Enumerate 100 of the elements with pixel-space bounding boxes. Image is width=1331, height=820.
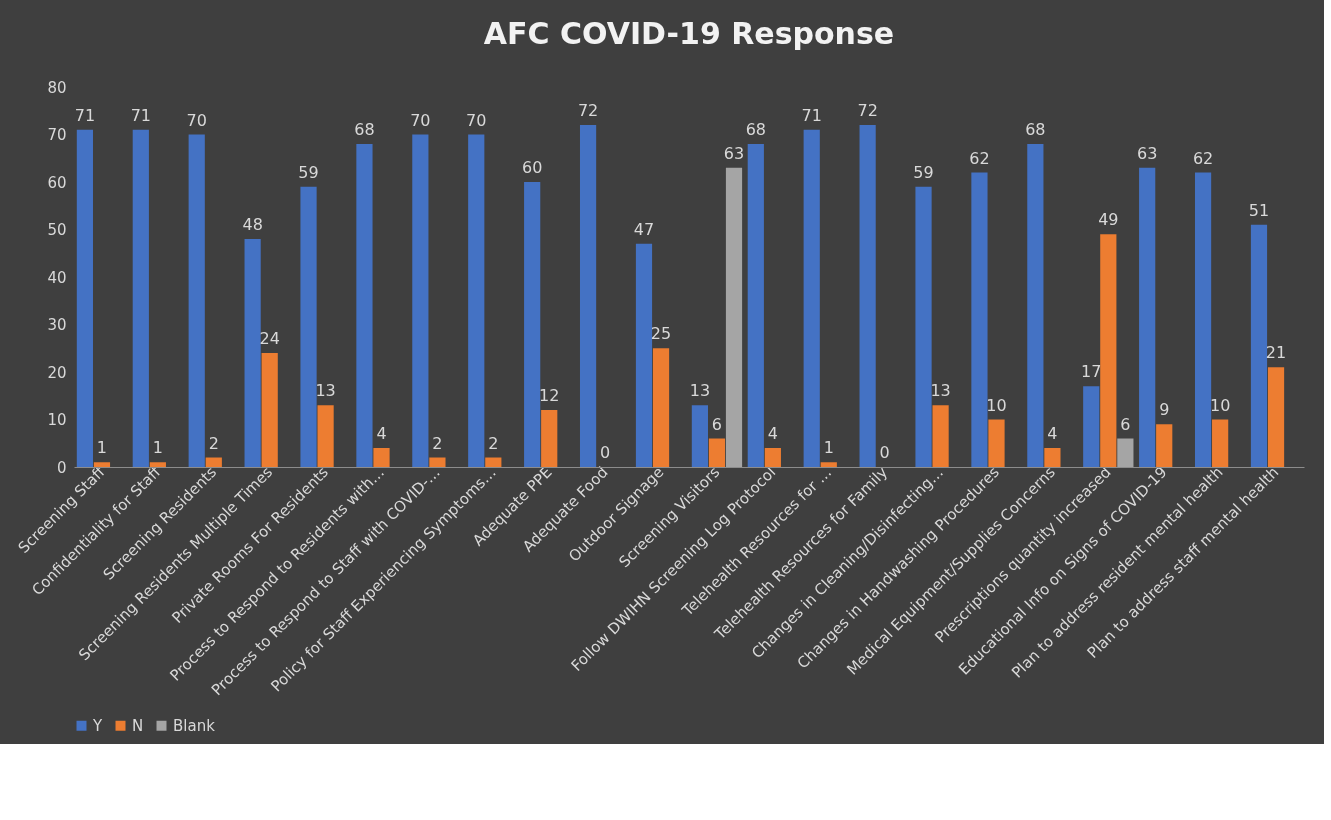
data-label: 13 xyxy=(315,381,336,401)
y-tick-label: 30 xyxy=(47,316,67,334)
bar xyxy=(932,405,949,467)
chart-title: AFC COVID-19 Response xyxy=(483,16,895,51)
data-label: 17 xyxy=(1081,362,1102,382)
y-tick-label: 60 xyxy=(47,173,67,192)
bar xyxy=(915,186,932,467)
data-label: 4 xyxy=(1047,424,1058,443)
data-label: 25 xyxy=(650,324,672,344)
data-label: 68 xyxy=(745,120,766,139)
data-label: 72 xyxy=(577,101,599,120)
y-tick-label: 80 xyxy=(47,78,67,97)
data-label: 2 xyxy=(208,433,219,453)
bar xyxy=(1156,424,1173,467)
bar xyxy=(764,448,781,467)
bar xyxy=(971,172,988,467)
y-tick-label: 0 xyxy=(56,458,67,477)
data-label: 51 xyxy=(1248,200,1270,220)
data-label: 6 xyxy=(1120,414,1131,434)
bar xyxy=(317,405,334,467)
y-tick-label: 40 xyxy=(47,268,67,287)
bar xyxy=(188,134,205,467)
bar xyxy=(132,129,149,467)
bar xyxy=(205,457,222,467)
bar xyxy=(485,457,502,467)
legend-label: Y xyxy=(92,716,103,735)
bar xyxy=(1194,172,1212,467)
bar xyxy=(1267,367,1285,467)
bar xyxy=(1117,438,1134,467)
bar xyxy=(747,144,764,467)
bar xyxy=(988,419,1005,467)
data-label: 2 xyxy=(488,433,499,453)
bar xyxy=(524,182,541,467)
data-label: 72 xyxy=(857,101,878,120)
bar xyxy=(1044,448,1061,467)
data-label: 70 xyxy=(410,110,431,130)
data-label: 10 xyxy=(986,395,1007,415)
legend-label: Blank xyxy=(173,716,216,735)
data-label: 1 xyxy=(96,438,108,458)
data-label: 12 xyxy=(539,386,560,405)
data-label: 13 xyxy=(689,381,711,401)
bar xyxy=(261,353,278,467)
bar xyxy=(579,125,597,467)
bar xyxy=(708,438,726,467)
bar xyxy=(1083,386,1100,467)
data-label: 68 xyxy=(354,120,375,139)
data-label: 4 xyxy=(376,424,387,443)
data-label: 21 xyxy=(1265,343,1287,363)
y-tick-label: 50 xyxy=(47,221,67,239)
data-label: 70 xyxy=(186,110,207,130)
y-tick-label: 10 xyxy=(47,411,67,429)
bar xyxy=(373,448,390,467)
data-label: 13 xyxy=(930,381,951,401)
data-label: 62 xyxy=(1192,148,1214,168)
data-label: 49 xyxy=(1098,210,1119,230)
bar xyxy=(93,462,111,467)
data-label: 6 xyxy=(711,414,723,434)
data-label: 47 xyxy=(633,219,655,239)
data-label: 71 xyxy=(74,105,96,125)
bar xyxy=(1250,224,1268,467)
bar xyxy=(468,134,485,467)
data-label: 4 xyxy=(767,424,778,443)
data-label: 71 xyxy=(130,105,151,125)
data-label: 1 xyxy=(152,438,163,458)
bar xyxy=(803,129,820,467)
data-label: 1 xyxy=(823,438,834,458)
y-tick-label: 70 xyxy=(47,126,67,144)
data-label: 0 xyxy=(600,443,611,462)
data-label: 71 xyxy=(801,105,822,125)
bar xyxy=(300,186,317,467)
legend-label: N xyxy=(132,716,144,735)
data-label: 63 xyxy=(1136,143,1158,163)
bar xyxy=(652,348,670,467)
data-label: 60 xyxy=(521,158,543,177)
data-label: 70 xyxy=(466,110,487,130)
bar xyxy=(76,129,93,467)
bar xyxy=(429,457,446,467)
data-label: 68 xyxy=(1025,120,1046,139)
bar xyxy=(725,167,743,467)
data-label: 62 xyxy=(969,148,990,168)
data-label: 48 xyxy=(242,215,263,234)
data-label: 10 xyxy=(1209,395,1231,415)
bar xyxy=(412,134,429,467)
bar xyxy=(1100,234,1117,467)
bar xyxy=(149,462,166,467)
bar xyxy=(1212,419,1229,467)
data-label: 2 xyxy=(432,433,443,453)
bar xyxy=(859,125,876,467)
bar xyxy=(820,462,837,467)
data-label: 59 xyxy=(913,162,934,182)
bar xyxy=(1027,144,1044,467)
bar xyxy=(635,243,653,467)
bar xyxy=(356,144,373,467)
bar xyxy=(244,239,261,467)
bar xyxy=(1139,167,1156,467)
bar xyxy=(691,405,708,467)
y-tick-label: 20 xyxy=(47,363,67,382)
bar xyxy=(541,410,558,467)
data-label: 9 xyxy=(1159,400,1170,420)
data-label: 63 xyxy=(723,143,745,163)
